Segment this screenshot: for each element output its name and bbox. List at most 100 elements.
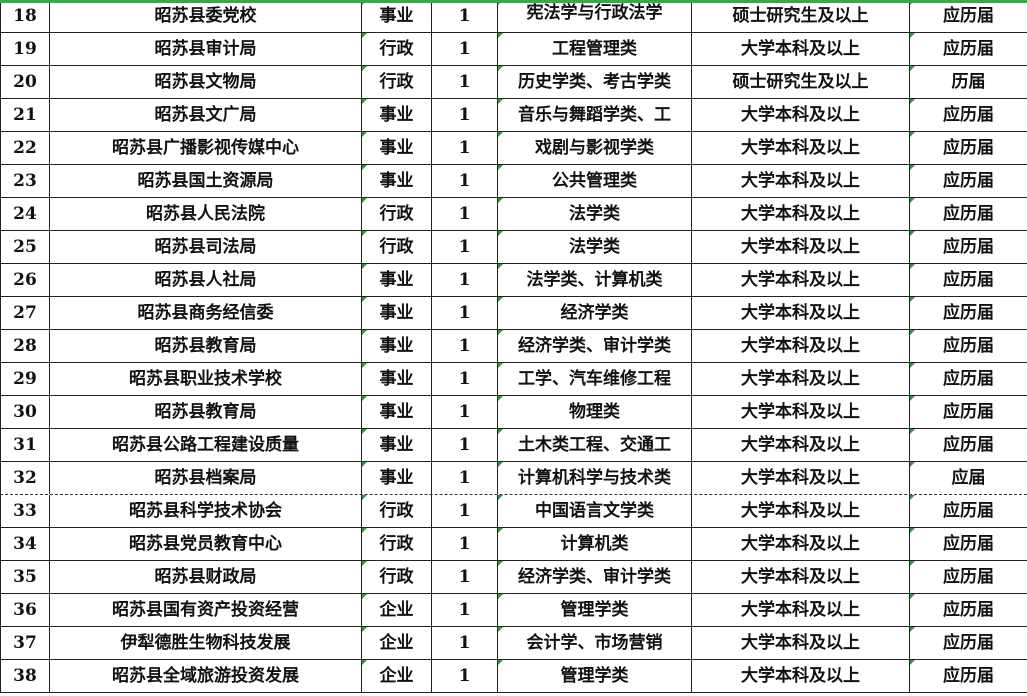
cell-number[interactable]: 21 [0, 99, 50, 131]
cell-education[interactable]: 大学本科及以上 [692, 627, 910, 659]
cell-type[interactable]: 行政 [362, 561, 432, 593]
cell-major[interactable]: 工程管理类 [498, 33, 692, 65]
cell-major[interactable]: 宪法学与行政法学 [498, 0, 692, 32]
cell-type[interactable]: 企业 [362, 627, 432, 659]
cell-number[interactable]: 35 [0, 561, 50, 593]
cell-number[interactable]: 18 [0, 0, 50, 32]
cell-unit[interactable]: 昭苏县司法局 [50, 231, 362, 263]
cell-unit[interactable]: 昭苏县档案局 [50, 462, 362, 494]
cell-type[interactable]: 事业 [362, 165, 432, 197]
cell-number[interactable]: 23 [0, 165, 50, 197]
cell-number[interactable]: 20 [0, 66, 50, 98]
cell-unit[interactable]: 昭苏县国土资源局 [50, 165, 362, 197]
cell-count[interactable]: 1 [432, 660, 498, 692]
cell-education[interactable]: 大学本科及以上 [692, 429, 910, 461]
cell-count[interactable]: 1 [432, 165, 498, 197]
cell-count[interactable]: 1 [432, 495, 498, 527]
cell-type[interactable]: 企业 [362, 594, 432, 626]
cell-graduate-type[interactable]: 应历届 [910, 396, 1027, 428]
cell-number[interactable]: 22 [0, 132, 50, 164]
cell-unit[interactable]: 昭苏县职业技术学校 [50, 363, 362, 395]
cell-education[interactable]: 大学本科及以上 [692, 198, 910, 230]
cell-education[interactable]: 大学本科及以上 [692, 462, 910, 494]
cell-graduate-type[interactable]: 应历届 [910, 165, 1027, 197]
cell-graduate-type[interactable]: 应历届 [910, 297, 1027, 329]
cell-number[interactable]: 37 [0, 627, 50, 659]
cell-number[interactable]: 38 [0, 660, 50, 692]
cell-education[interactable]: 大学本科及以上 [692, 297, 910, 329]
cell-graduate-type[interactable]: 应历届 [910, 528, 1027, 560]
cell-graduate-type[interactable]: 应历届 [910, 33, 1027, 65]
cell-unit[interactable]: 伊犁德胜生物科技发展 [50, 627, 362, 659]
cell-number[interactable]: 28 [0, 330, 50, 362]
cell-graduate-type[interactable]: 应历届 [910, 231, 1027, 263]
cell-type[interactable]: 行政 [362, 528, 432, 560]
cell-graduate-type[interactable]: 应届 [910, 462, 1027, 494]
cell-education[interactable]: 大学本科及以上 [692, 165, 910, 197]
cell-type[interactable]: 行政 [362, 33, 432, 65]
cell-graduate-type[interactable]: 应历届 [910, 594, 1027, 626]
cell-count[interactable]: 1 [432, 561, 498, 593]
cell-unit[interactable]: 昭苏县全域旅游投资发展 [50, 660, 362, 692]
cell-count[interactable]: 1 [432, 363, 498, 395]
cell-count[interactable]: 1 [432, 0, 498, 32]
cell-count[interactable]: 1 [432, 330, 498, 362]
cell-graduate-type[interactable]: 应历届 [910, 561, 1027, 593]
cell-education[interactable]: 大学本科及以上 [692, 231, 910, 263]
cell-major[interactable]: 音乐与舞蹈学类、工 [498, 99, 692, 131]
cell-number[interactable]: 29 [0, 363, 50, 395]
cell-number[interactable]: 26 [0, 264, 50, 296]
cell-type[interactable]: 事业 [362, 462, 432, 494]
cell-education[interactable]: 大学本科及以上 [692, 396, 910, 428]
cell-unit[interactable]: 昭苏县人社局 [50, 264, 362, 296]
cell-count[interactable]: 1 [432, 462, 498, 494]
cell-major[interactable]: 会计学、市场营销 [498, 627, 692, 659]
cell-type[interactable]: 企业 [362, 660, 432, 692]
cell-graduate-type[interactable]: 应历届 [910, 198, 1027, 230]
cell-major[interactable]: 计算机类 [498, 528, 692, 560]
cell-count[interactable]: 1 [432, 627, 498, 659]
cell-graduate-type[interactable]: 应历届 [910, 330, 1027, 362]
cell-graduate-type[interactable]: 应历届 [910, 363, 1027, 395]
cell-education[interactable]: 大学本科及以上 [692, 330, 910, 362]
cell-graduate-type[interactable]: 应历届 [910, 264, 1027, 296]
cell-major[interactable]: 管理学类 [498, 594, 692, 626]
cell-number[interactable]: 24 [0, 198, 50, 230]
cell-number[interactable]: 25 [0, 231, 50, 263]
cell-education[interactable]: 大学本科及以上 [692, 99, 910, 131]
cell-unit[interactable]: 昭苏县审计局 [50, 33, 362, 65]
cell-count[interactable]: 1 [432, 231, 498, 263]
cell-education[interactable]: 大学本科及以上 [692, 264, 910, 296]
cell-type[interactable]: 事业 [362, 396, 432, 428]
cell-major[interactable]: 公共管理类 [498, 165, 692, 197]
cell-education[interactable]: 大学本科及以上 [692, 363, 910, 395]
cell-major[interactable]: 法学类、计算机类 [498, 264, 692, 296]
cell-number[interactable]: 33 [0, 495, 50, 527]
cell-major[interactable]: 计算机科学与技术类 [498, 462, 692, 494]
cell-type[interactable]: 行政 [362, 231, 432, 263]
cell-unit[interactable]: 昭苏县委党校 [50, 0, 362, 32]
cell-count[interactable]: 1 [432, 594, 498, 626]
cell-major[interactable]: 中国语言文学类 [498, 495, 692, 527]
cell-unit[interactable]: 昭苏县文物局 [50, 66, 362, 98]
cell-education[interactable]: 大学本科及以上 [692, 495, 910, 527]
cell-unit[interactable]: 昭苏县广播影视传媒中心 [50, 132, 362, 164]
cell-education[interactable]: 硕士研究生及以上 [692, 0, 910, 32]
cell-major[interactable]: 经济学类 [498, 297, 692, 329]
cell-major[interactable]: 经济学类、审计学类 [498, 330, 692, 362]
cell-graduate-type[interactable]: 应历届 [910, 99, 1027, 131]
cell-count[interactable]: 1 [432, 33, 498, 65]
cell-education[interactable]: 硕士研究生及以上 [692, 66, 910, 98]
cell-type[interactable]: 事业 [362, 264, 432, 296]
cell-education[interactable]: 大学本科及以上 [692, 528, 910, 560]
cell-major[interactable]: 管理学类 [498, 660, 692, 692]
cell-type[interactable]: 事业 [362, 132, 432, 164]
cell-unit[interactable]: 昭苏县国有资产投资经营 [50, 594, 362, 626]
cell-type[interactable]: 事业 [362, 330, 432, 362]
cell-count[interactable]: 1 [432, 528, 498, 560]
cell-type[interactable]: 事业 [362, 297, 432, 329]
cell-major[interactable]: 历史学类、考古学类 [498, 66, 692, 98]
cell-graduate-type[interactable]: 应历届 [910, 660, 1027, 692]
cell-graduate-type[interactable]: 应历届 [910, 429, 1027, 461]
cell-unit[interactable]: 昭苏县商务经信委 [50, 297, 362, 329]
